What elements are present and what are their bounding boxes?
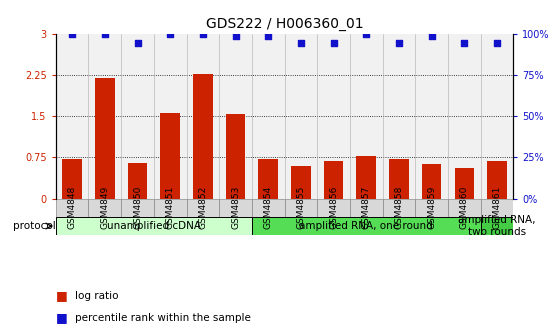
Text: ■: ■ — [56, 289, 68, 302]
Text: GSM4852: GSM4852 — [199, 186, 208, 229]
Text: GSM4860: GSM4860 — [460, 186, 469, 229]
Bar — [160, 113, 180, 199]
Bar — [252, 199, 285, 217]
Point — [493, 41, 502, 46]
Bar — [480, 217, 513, 235]
Text: amplified RNA, one round: amplified RNA, one round — [300, 221, 433, 231]
Bar — [448, 199, 480, 217]
Bar — [226, 115, 246, 199]
Text: GSM4856: GSM4856 — [329, 186, 338, 229]
Bar — [252, 34, 285, 199]
Text: GSM4851: GSM4851 — [166, 186, 175, 229]
Bar — [219, 34, 252, 199]
Text: amplified RNA,
two rounds: amplified RNA, two rounds — [458, 215, 536, 237]
Bar — [422, 164, 441, 199]
Bar — [291, 166, 311, 199]
Bar — [219, 199, 252, 217]
Point — [460, 41, 469, 46]
Bar — [89, 34, 121, 199]
Bar — [121, 199, 154, 217]
Text: GSM4858: GSM4858 — [395, 186, 403, 229]
Text: GSM4850: GSM4850 — [133, 186, 142, 229]
Text: unamplified cDNA: unamplified cDNA — [107, 221, 201, 231]
Text: log ratio: log ratio — [75, 291, 119, 301]
Bar — [324, 161, 343, 199]
Bar — [258, 159, 278, 199]
Bar — [56, 199, 89, 217]
Bar — [121, 34, 154, 199]
Bar — [154, 34, 186, 199]
Bar — [56, 217, 252, 235]
Bar — [415, 34, 448, 199]
Bar — [186, 34, 219, 199]
Bar — [62, 159, 82, 199]
Point — [362, 31, 371, 36]
Bar — [357, 156, 376, 199]
Text: GSM4859: GSM4859 — [427, 186, 436, 229]
Bar — [455, 168, 474, 199]
Point — [231, 34, 240, 39]
Text: GSM4849: GSM4849 — [100, 186, 109, 229]
Point — [264, 34, 273, 39]
Bar — [448, 34, 480, 199]
Point — [329, 41, 338, 46]
Bar — [252, 217, 480, 235]
Text: protocol: protocol — [13, 221, 56, 231]
Point — [427, 34, 436, 39]
Bar — [193, 74, 213, 199]
Point — [133, 41, 142, 46]
Bar — [95, 78, 114, 199]
Text: GSM4857: GSM4857 — [362, 186, 371, 229]
Bar — [383, 34, 415, 199]
Point — [100, 31, 109, 36]
Point — [199, 31, 208, 36]
Bar — [89, 199, 121, 217]
Bar — [318, 199, 350, 217]
Bar — [415, 199, 448, 217]
Bar — [186, 199, 219, 217]
Bar — [487, 161, 507, 199]
Bar — [480, 199, 513, 217]
Bar — [383, 199, 415, 217]
Bar — [350, 34, 383, 199]
Bar — [389, 159, 409, 199]
Bar — [154, 199, 186, 217]
Point — [395, 41, 403, 46]
Text: GSM4848: GSM4848 — [68, 186, 76, 229]
Bar — [128, 163, 147, 199]
Bar — [285, 34, 318, 199]
Text: GSM4853: GSM4853 — [231, 186, 240, 229]
Text: GSM4854: GSM4854 — [264, 186, 273, 229]
Bar — [350, 199, 383, 217]
Point — [166, 31, 175, 36]
Bar — [480, 34, 513, 199]
Point — [296, 41, 305, 46]
Point — [68, 31, 76, 36]
Title: GDS222 / H006360_01: GDS222 / H006360_01 — [206, 17, 363, 31]
Text: ■: ■ — [56, 311, 68, 324]
Bar — [318, 34, 350, 199]
Text: GSM4855: GSM4855 — [296, 186, 305, 229]
Text: GSM4861: GSM4861 — [493, 186, 502, 229]
Bar — [56, 34, 89, 199]
Text: percentile rank within the sample: percentile rank within the sample — [75, 312, 251, 323]
Bar — [285, 199, 318, 217]
